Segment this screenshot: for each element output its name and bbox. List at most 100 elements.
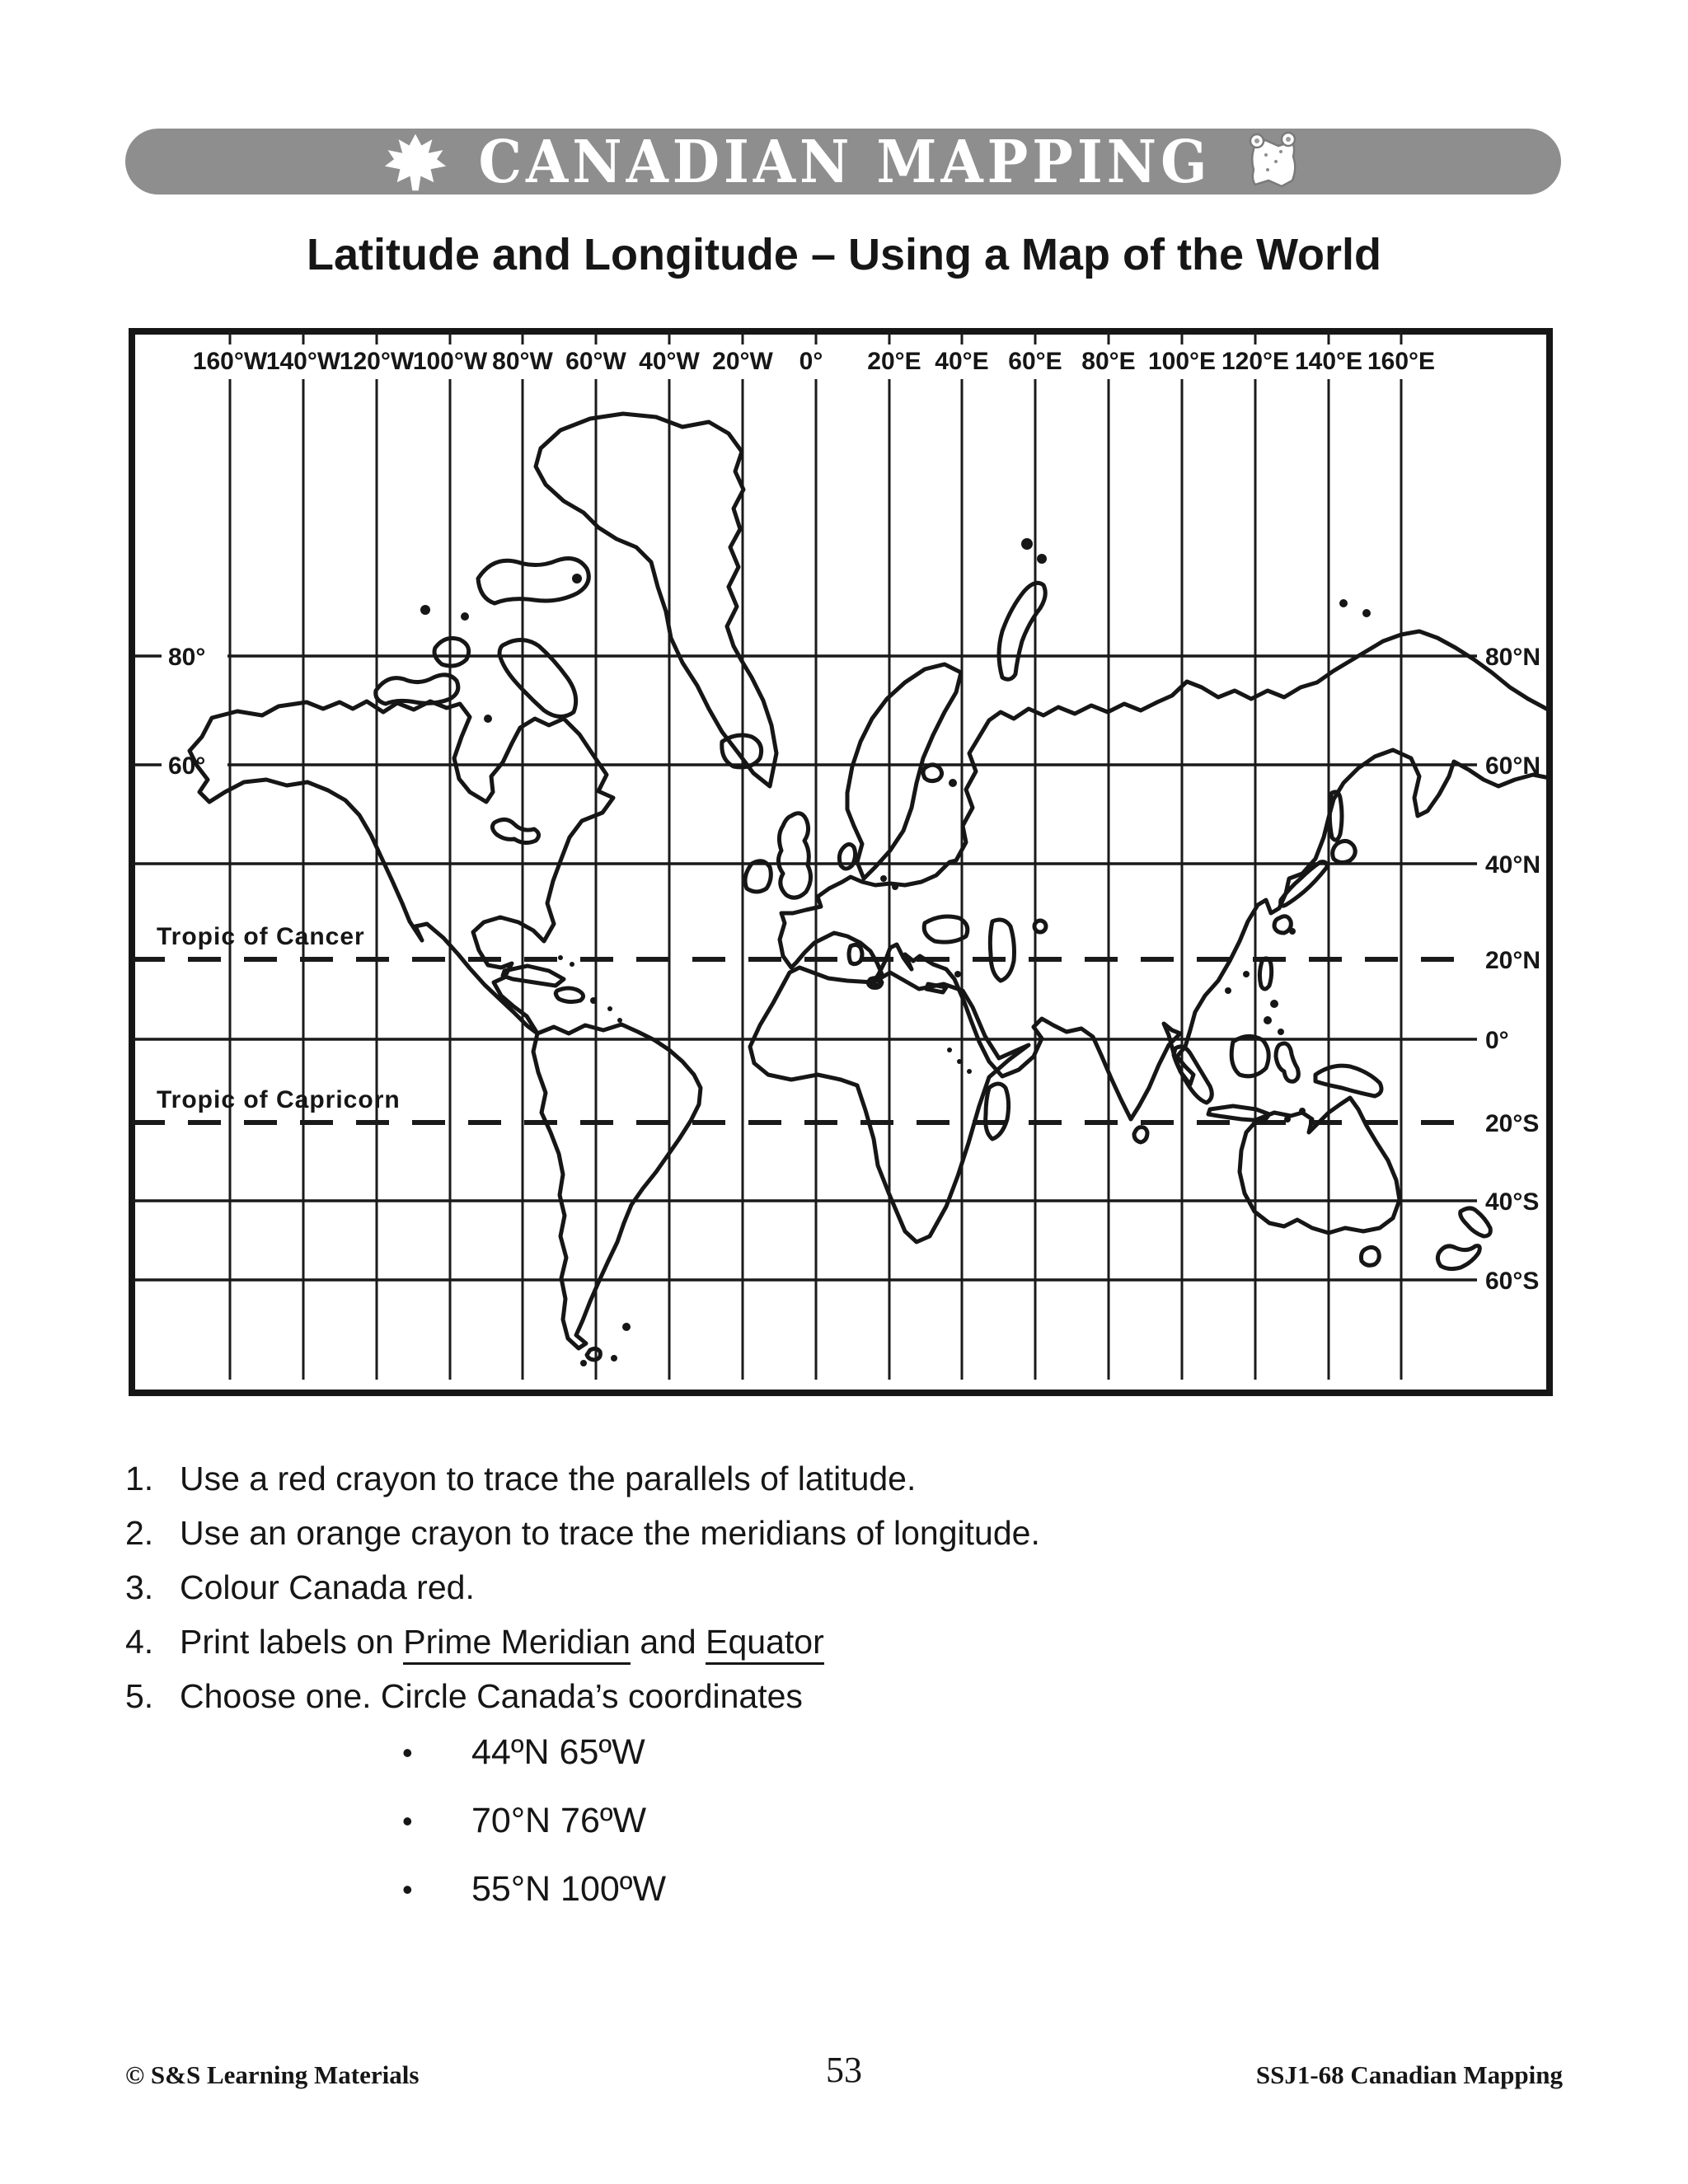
instruction-text-mid: and <box>630 1623 706 1661</box>
tropic-of-capricorn-label: Tropic of Capricorn <box>157 1086 401 1113</box>
instruction-item: 1. Use a red crayon to trace the paralle… <box>125 1460 1362 1497</box>
prime-meridian-underlined: Prime Meridian <box>403 1623 631 1666</box>
crete <box>924 982 949 995</box>
scroll-speck <box>1266 168 1270 171</box>
caspian-sea <box>987 917 1016 983</box>
latitude-labels-left: 80° 60° <box>168 644 205 780</box>
lon-label: 40°E <box>935 348 988 375</box>
baffin-island <box>497 638 579 719</box>
lon-label: 80°W <box>492 348 553 375</box>
islet-dot <box>1264 1016 1272 1024</box>
islet-dot <box>1037 554 1047 564</box>
instructions-list: 1. Use a red crayon to trace the paralle… <box>125 1460 1362 1732</box>
lat-label-right: 40°S <box>1485 1188 1539 1216</box>
islet-dot <box>1299 1108 1306 1114</box>
tierra-del-fuego-islet <box>584 1346 603 1362</box>
tropic-of-cancer-label: Tropic of Cancer <box>157 923 365 950</box>
sakhalin <box>1327 790 1344 842</box>
great-britain <box>776 811 813 900</box>
scroll-body <box>1251 138 1296 188</box>
scandinavia-coast <box>845 662 964 881</box>
instruction-number: 5. <box>125 1677 154 1716</box>
lon-label: 140°E <box>1295 348 1362 375</box>
lon-label: 100°W <box>413 348 488 375</box>
falkland-islands-dot <box>622 1323 631 1331</box>
greenland-coast <box>533 411 779 789</box>
page-title: Latitude and Longitude – Using a Map of … <box>307 230 1381 279</box>
eurasia-coast-east <box>781 748 1552 1122</box>
coordinate-option: • 70°N 76ºW <box>402 1801 666 1841</box>
islet-dot <box>558 955 563 960</box>
ireland <box>743 859 773 894</box>
coastlines <box>187 411 1552 1362</box>
tasmania <box>1359 1244 1381 1268</box>
footer-product-code: SSJ1-68 Canadian Mapping <box>1255 2060 1563 2089</box>
instruction-item: 3. Colour Canada red. <box>125 1569 1362 1606</box>
islet-dot <box>1289 928 1296 935</box>
islet-dot <box>461 612 469 621</box>
islet-dot <box>607 1006 612 1011</box>
arctic-island <box>476 556 591 606</box>
africa-coast <box>748 965 1031 1244</box>
java <box>1206 1104 1272 1123</box>
sulawesi <box>1273 1041 1301 1084</box>
lon-label: 120°W <box>340 348 415 375</box>
lat-label-right: 0° <box>1485 1027 1509 1054</box>
svalbard <box>921 762 945 784</box>
footer-page-number: 53 <box>826 2050 862 2090</box>
islet-dot <box>1021 538 1033 550</box>
instruction-text: Use an orange crayon to trace the meridi… <box>180 1514 1040 1553</box>
meridian-ticks <box>228 331 1403 344</box>
eurasia-coast <box>777 629 1552 958</box>
lon-label: 60°W <box>565 348 626 375</box>
instruction-number: 4. <box>125 1623 154 1661</box>
lat-label-right: 20°N <box>1485 947 1540 974</box>
lat-label-right: 20°S <box>1485 1110 1539 1137</box>
scroll-speck <box>1279 150 1283 153</box>
islet-dot <box>954 971 961 977</box>
coordinate-text: 70°N 76ºW <box>471 1801 647 1840</box>
islet-dot <box>580 1360 587 1366</box>
aral-sea <box>1032 918 1048 935</box>
islet-dot <box>590 997 597 1004</box>
coordinate-option: • 44ºN 65ºW <box>402 1732 666 1773</box>
islet-dot <box>892 883 898 890</box>
black-sea <box>921 914 970 944</box>
instruction-number: 2. <box>125 1514 154 1553</box>
instruction-text: Colour Canada red. <box>180 1568 475 1607</box>
islet-dot <box>1225 987 1231 994</box>
map-frame <box>129 328 1553 1396</box>
islet-dot <box>1278 1029 1284 1035</box>
cuba <box>500 963 566 988</box>
instruction-item: 4. Print labels on Prime Meridian and Eq… <box>125 1623 1362 1666</box>
kyushu <box>1272 914 1293 935</box>
lon-label: 160°W <box>193 348 268 375</box>
islet-dot <box>947 1047 952 1052</box>
equator-underlined: Equator <box>706 1623 824 1666</box>
islet-dot <box>1243 971 1250 977</box>
sri-lanka <box>1132 1125 1150 1145</box>
bullet-icon: • <box>402 1872 413 1906</box>
great-lakes <box>490 818 541 846</box>
lat-label-right: 60°S <box>1485 1268 1539 1295</box>
sicily <box>865 976 884 990</box>
arctic-island <box>373 673 461 706</box>
islet-dot <box>967 1069 972 1074</box>
philippines <box>1257 956 1274 991</box>
denmark <box>837 842 858 871</box>
instruction-text-pre: Print labels on <box>180 1623 404 1661</box>
coordinate-text: 55°N 100ºW <box>471 1869 667 1909</box>
madagascar <box>983 1081 1011 1141</box>
coordinate-option: • 55°N 100ºW <box>402 1869 666 1910</box>
islet-dot <box>1284 1116 1291 1122</box>
meridian-lines <box>228 379 1403 1380</box>
header-banner: CANADIAN MAPPING <box>125 127 1561 196</box>
lat-label-left: 80° <box>168 644 205 671</box>
lat-label-right: 80°N <box>1485 644 1540 671</box>
islet-dot <box>1270 1000 1278 1008</box>
instruction-item: 5. Choose one. Circle Canada’s coordinat… <box>125 1678 1362 1715</box>
lon-label: 120°E <box>1221 348 1289 375</box>
lon-label: 140°W <box>266 348 341 375</box>
coordinate-text: 44ºN 65ºW <box>471 1732 645 1772</box>
lat-label-left: 60° <box>168 752 205 780</box>
